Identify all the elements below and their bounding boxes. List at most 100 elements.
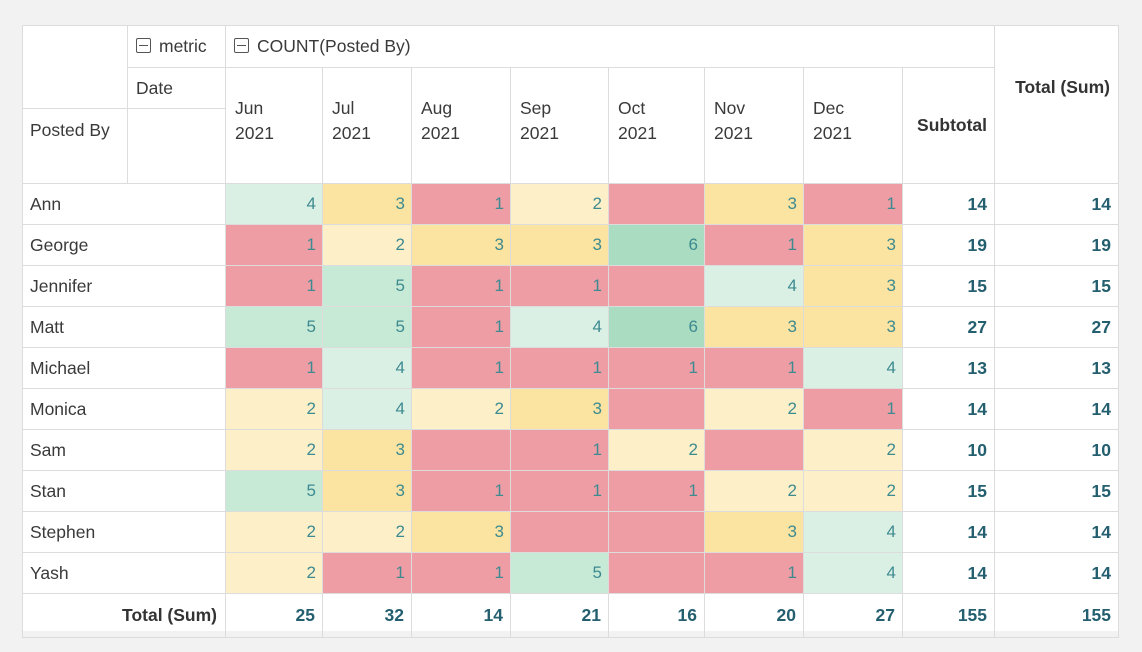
- row-subtotal[interactable]: 14: [901, 552, 996, 594]
- cell-jun[interactable]: 2: [225, 388, 323, 430]
- cell-nov[interactable]: 4: [704, 265, 804, 307]
- collapse-icon[interactable]: [136, 38, 151, 53]
- cell-jul[interactable]: 3: [322, 183, 412, 225]
- cell-nov[interactable]: 1: [704, 552, 804, 594]
- row-total[interactable]: 14: [994, 552, 1120, 594]
- row-total[interactable]: 15: [994, 265, 1120, 307]
- cell-sep[interactable]: 3: [510, 388, 609, 430]
- cell-jun[interactable]: 2: [225, 429, 323, 471]
- collapse-icon[interactable]: [234, 38, 249, 53]
- cell-nov[interactable]: 3: [704, 306, 804, 348]
- cell-sep[interactable]: 1: [510, 429, 609, 471]
- metric-header[interactable]: metric: [127, 25, 226, 68]
- cell-jun[interactable]: 5: [225, 470, 323, 512]
- posted-by-header[interactable]: Posted By: [22, 108, 128, 184]
- column-header-dec[interactable]: Dec 2021: [803, 67, 903, 184]
- cell-sep[interactable]: 1: [510, 347, 609, 389]
- cell-jun[interactable]: 1: [225, 347, 323, 389]
- cell-oct[interactable]: 1: [608, 470, 705, 512]
- row-total[interactable]: 14: [994, 388, 1120, 430]
- cell-nov[interactable]: 3: [704, 511, 804, 553]
- row-subtotal[interactable]: 14: [901, 183, 996, 225]
- cell-oct[interactable]: 2: [608, 429, 705, 471]
- cell-nov[interactable]: 1: [704, 224, 804, 266]
- cell-jun[interactable]: 1: [225, 265, 323, 307]
- cell-aug[interactable]: 1: [411, 347, 511, 389]
- cell-aug[interactable]: [411, 429, 511, 471]
- subtotal-header[interactable]: Subtotal: [901, 67, 996, 184]
- cell-aug[interactable]: 3: [411, 224, 511, 266]
- cell-dec[interactable]: 4: [803, 347, 903, 389]
- row-subtotal[interactable]: 15: [901, 470, 996, 512]
- cell-aug[interactable]: 1: [411, 470, 511, 512]
- cell-jul[interactable]: 5: [322, 265, 412, 307]
- grand-total[interactable]: 155: [994, 593, 1120, 638]
- cell-aug[interactable]: 1: [411, 265, 511, 307]
- row-subtotal[interactable]: 15: [901, 265, 996, 307]
- row-subtotal[interactable]: 14: [901, 511, 996, 553]
- cell-aug[interactable]: 2: [411, 388, 511, 430]
- row-total[interactable]: 14: [994, 183, 1120, 225]
- row-subtotal[interactable]: 14: [901, 388, 996, 430]
- cell-dec[interactable]: 1: [803, 183, 903, 225]
- cell-oct[interactable]: 6: [608, 224, 705, 266]
- cell-jul[interactable]: 3: [322, 470, 412, 512]
- cell-jul[interactable]: 3: [322, 429, 412, 471]
- cell-sep[interactable]: [510, 511, 609, 553]
- total-sum-header[interactable]: Total (Sum): [994, 25, 1120, 184]
- row-subtotal[interactable]: 10: [901, 429, 996, 471]
- total-value[interactable]: 16: [608, 593, 705, 638]
- cell-dec[interactable]: 1: [803, 388, 903, 430]
- cell-jul[interactable]: 2: [322, 511, 412, 553]
- column-header-sep[interactable]: Sep 2021: [510, 67, 609, 184]
- cell-sep[interactable]: 5: [510, 552, 609, 594]
- cell-oct[interactable]: [608, 552, 705, 594]
- cell-jul[interactable]: 4: [322, 347, 412, 389]
- cell-jun[interactable]: 4: [225, 183, 323, 225]
- row-total[interactable]: 10: [994, 429, 1120, 471]
- column-header-oct[interactable]: Oct 2021: [608, 67, 705, 184]
- row-total[interactable]: 14: [994, 511, 1120, 553]
- column-header-nov[interactable]: Nov 2021: [704, 67, 804, 184]
- total-value[interactable]: 20: [704, 593, 804, 638]
- cell-aug[interactable]: 3: [411, 511, 511, 553]
- row-header-name[interactable]: Yash: [22, 552, 226, 594]
- cell-oct[interactable]: [608, 183, 705, 225]
- total-value[interactable]: 14: [411, 593, 511, 638]
- row-header-name[interactable]: Michael: [22, 347, 226, 389]
- cell-oct[interactable]: 1: [608, 347, 705, 389]
- cell-nov[interactable]: [704, 429, 804, 471]
- row-header-name[interactable]: Matt: [22, 306, 226, 348]
- total-value[interactable]: 27: [803, 593, 903, 638]
- cell-dec[interactable]: 2: [803, 429, 903, 471]
- row-header-name[interactable]: Stan: [22, 470, 226, 512]
- cell-jul[interactable]: 1: [322, 552, 412, 594]
- row-total[interactable]: 13: [994, 347, 1120, 389]
- row-subtotal[interactable]: 19: [901, 224, 996, 266]
- cell-dec[interactable]: 3: [803, 306, 903, 348]
- row-total[interactable]: 19: [994, 224, 1120, 266]
- cell-jul[interactable]: 2: [322, 224, 412, 266]
- cell-sep[interactable]: 2: [510, 183, 609, 225]
- row-header-name[interactable]: Stephen: [22, 511, 226, 553]
- column-header-jun[interactable]: Jun 2021: [225, 67, 323, 184]
- measure-header[interactable]: COUNT(Posted By): [224, 25, 995, 68]
- cell-dec[interactable]: 4: [803, 552, 903, 594]
- cell-dec[interactable]: 3: [803, 265, 903, 307]
- cell-jun[interactable]: 1: [225, 224, 323, 266]
- cell-oct[interactable]: 6: [608, 306, 705, 348]
- row-header-name[interactable]: Sam: [22, 429, 226, 471]
- row-header-name[interactable]: Jennifer: [22, 265, 226, 307]
- row-subtotal[interactable]: 27: [901, 306, 996, 348]
- total-value[interactable]: 25: [225, 593, 323, 638]
- cell-oct[interactable]: [608, 511, 705, 553]
- cell-dec[interactable]: 4: [803, 511, 903, 553]
- row-total[interactable]: 15: [994, 470, 1120, 512]
- cell-dec[interactable]: 2: [803, 470, 903, 512]
- column-header-aug[interactable]: Aug 2021: [411, 67, 511, 184]
- cell-nov[interactable]: 3: [704, 183, 804, 225]
- cell-nov[interactable]: 1: [704, 347, 804, 389]
- cell-oct[interactable]: [608, 388, 705, 430]
- cell-sep[interactable]: 1: [510, 470, 609, 512]
- row-header-name[interactable]: Monica: [22, 388, 226, 430]
